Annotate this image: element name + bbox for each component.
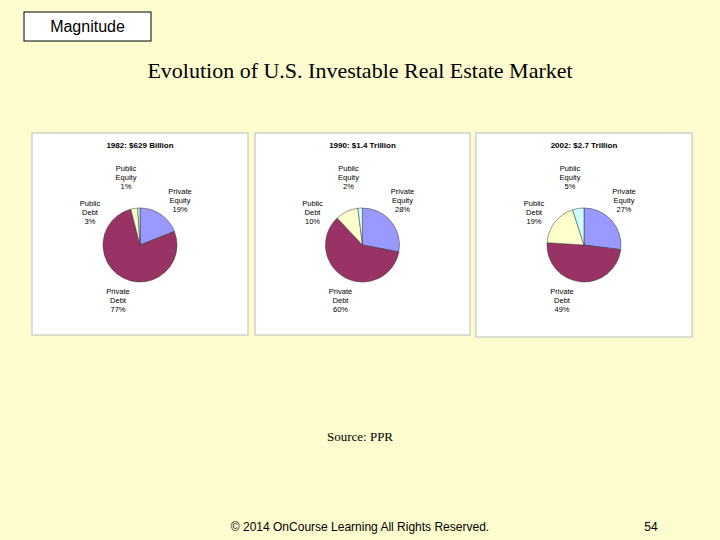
pie-chart: 1990: $1.4 TrillionPrivateEquity28%Priva… [255,133,470,335]
category-label-line: Public [560,164,581,173]
category-label: PrivateDebt [329,287,352,305]
copyright: © 2014 OnCourse Learning All Rights Rese… [231,520,489,534]
tag: Magnitude [50,18,125,35]
category-label-line: Public [302,199,323,208]
category-label: PublicDebt [80,199,101,217]
category-label: PublicEquity [116,164,137,182]
pie-slice [547,243,621,282]
category-label-line: Debt [333,296,350,305]
chart-panel [255,133,470,335]
category-label-line: Equity [170,196,191,205]
data-label: 3% [85,217,96,226]
data-label: 5% [565,182,576,191]
data-label: 27% [616,205,631,214]
category-label: PrivateEquity [168,187,191,205]
category-label: PublicDebt [302,199,323,217]
pie-slice [337,208,362,245]
title: Evolution of U.S. Investable Real Estate… [147,58,572,83]
category-label-line: Debt [110,296,127,305]
data-label: 49% [554,305,569,314]
category-label-line: Debt [305,208,322,217]
category-label-line: Private [106,287,129,296]
source: Source: PPR [327,429,393,444]
data-label: 28% [395,205,410,214]
pie-slice [358,208,363,245]
category-label: PublicDebt [524,199,545,217]
data-label: 19% [172,205,187,214]
pie-slice [584,208,621,250]
chart-title: 1990: $1.4 Trillion [329,141,396,150]
background [0,0,720,540]
data-label: 60% [333,305,348,314]
data-label: 2% [343,182,354,191]
category-label-line: Equity [560,173,581,182]
data-label: 10% [305,217,320,226]
category-label-line: Private [550,287,573,296]
category-label-line: Public [338,164,359,173]
pie-chart: 2002: $2.7 TrillionPrivateEquity27%Priva… [476,133,692,337]
data-label: 1% [121,182,132,191]
chart-panel [32,133,248,335]
pie-slice [131,208,140,245]
category-label: PublicEquity [338,164,359,182]
category-label-line: Private [612,187,635,196]
category-label-line: Public [116,164,137,173]
pie-slice [363,208,400,252]
data-label: 77% [110,305,125,314]
category-label-line: Equity [116,173,137,182]
category-label: PrivateEquity [391,187,414,205]
category-label-line: Public [524,199,545,208]
category-label-line: Debt [82,208,99,217]
category-label-line: Equity [392,196,413,205]
category-label-line: Private [391,187,414,196]
pie-slice [573,208,584,245]
slide: Magnitude Evolution of U.S. Investable Re… [0,0,720,540]
pie-slice [138,208,140,245]
category-label-line: Equity [338,173,359,182]
category-label: PrivateEquity [612,187,635,205]
category-label: PrivateDebt [106,287,129,305]
category-label: PublicEquity [560,164,581,182]
pie-chart: 1982: $629 BillionPrivateEquity19%Privat… [32,133,248,335]
category-label-line: Debt [554,296,571,305]
category-label-line: Private [168,187,191,196]
data-label: 19% [526,217,541,226]
chart-title: 2002: $2.7 Trillion [551,141,618,150]
tag-box [24,12,151,41]
chart-title: 1982: $629 Billion [106,141,173,150]
page-number: 54 [644,520,658,534]
category-label-line: Debt [526,208,543,217]
category-label: PrivateDebt [550,287,573,305]
category-label-line: Equity [614,196,635,205]
category-label-line: Private [329,287,352,296]
chart-panel [476,133,692,337]
category-label-line: Public [80,199,101,208]
